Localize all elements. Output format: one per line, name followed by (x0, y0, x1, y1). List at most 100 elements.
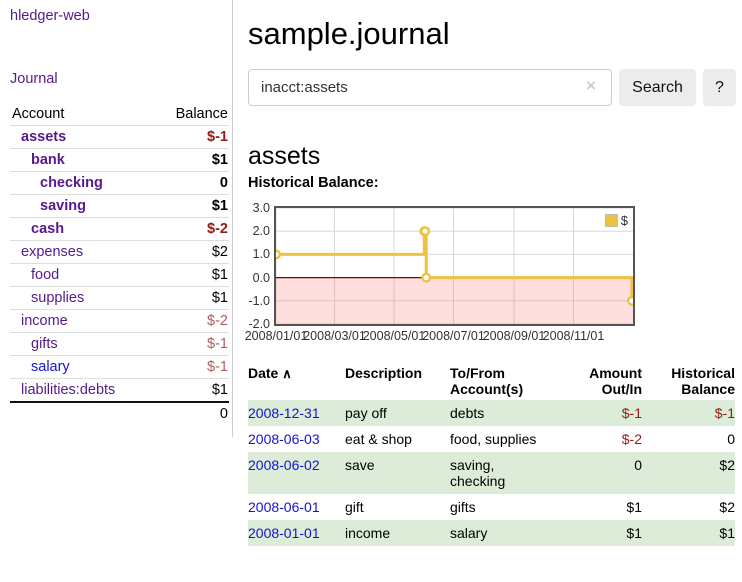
x-axis-tick-label: 2008/03/01 (303, 329, 366, 343)
account-link-cash[interactable]: cash (31, 221, 65, 237)
account-link-assets[interactable]: assets (21, 129, 67, 145)
app-title-link[interactable]: hledger-web (10, 8, 90, 24)
register-header-date[interactable]: Date ∧ (248, 365, 292, 381)
legend-label: $ (620, 213, 628, 228)
y-axis-tick-label: -1.0 (248, 293, 270, 308)
chart-title: Historical Balance: (248, 175, 379, 191)
accounts-header-row: Account Balance (10, 103, 229, 126)
y-axis-tick-label: 0.0 (252, 270, 270, 285)
y-axis-tick-label: 2.0 (252, 224, 270, 239)
search-button[interactable]: Search (619, 69, 696, 106)
transaction-balance: $1 (719, 525, 735, 541)
account-balance: $1 (211, 382, 228, 398)
x-axis-tick-label: 2008/05/01 (362, 329, 426, 343)
account-link-saving[interactable]: saving (40, 198, 86, 214)
account-balance: $1 (153, 263, 229, 287)
transaction-amount: $1 (626, 499, 642, 515)
x-axis-labels: 2008/01/01 2008/03/01 2008/05/01 2008/07/01… (245, 329, 633, 346)
account-balance: $-2 (153, 217, 229, 241)
account-link-liabilities-debts[interactable]: liabilities:debts (21, 382, 116, 398)
account-balance: $-2 (153, 309, 229, 333)
balance-chart: $ (274, 206, 635, 326)
transaction-description: save (345, 457, 375, 473)
y-axis-labels: 3.0 2.0 1.0 0.0 -1.0 -2.0 (238, 202, 270, 330)
transaction-date-link[interactable]: 2008-12-31 (248, 405, 320, 421)
legend-swatch-icon (604, 214, 618, 227)
account-link-bank[interactable]: bank (31, 152, 65, 168)
transaction-amount: $1 (626, 525, 642, 541)
clear-search-icon[interactable]: × (586, 76, 596, 95)
transaction-date-link[interactable]: 2008-06-02 (248, 457, 320, 473)
sort-ascending-icon: ∧ (282, 366, 292, 381)
x-axis-tick-label: 2008/07/01 (422, 329, 485, 343)
account-link-supplies[interactable]: supplies (31, 290, 85, 306)
account-row: income $-2 (10, 309, 229, 333)
transaction-balance: $-1 (714, 405, 735, 421)
accounts-table: Account Balance assets $-1 bank $1 check… (10, 103, 229, 425)
search-form: × Search ? (248, 69, 736, 106)
account-link-expenses[interactable]: expenses (21, 244, 84, 260)
account-row: cash $-2 (10, 217, 229, 241)
sidebar: hledger-web Journal Account Balance asse… (0, 0, 233, 437)
transaction-amount: $-2 (621, 431, 642, 447)
accounts-total-balance: 0 (153, 401, 229, 425)
account-row: assets $-1 (10, 125, 229, 149)
account-row: expenses $2 (10, 240, 229, 264)
register-row: 2008-12-31 pay off debts $-1 $-1 (248, 400, 735, 426)
x-axis-tick-label: 2008/09/01 (482, 329, 546, 343)
account-row: gifts $-1 (10, 332, 229, 356)
transaction-date-link[interactable]: 2008-01-01 (248, 525, 320, 541)
account-row: salary $-1 (10, 355, 229, 379)
transaction-amount: 0 (634, 457, 642, 473)
account-link-checking[interactable]: checking (40, 175, 103, 191)
account-row: food $1 (10, 263, 229, 287)
account-link-food[interactable]: food (31, 267, 60, 283)
transaction-description: pay off (345, 405, 387, 421)
account-balance: 0 (153, 171, 229, 195)
account-balance: $-1 (153, 355, 229, 379)
balance-chart-canvas (276, 208, 633, 324)
register-row: 2008-06-03 eat & shop food, supplies $-2… (248, 426, 735, 452)
transaction-balance: 0 (727, 431, 735, 447)
register-header-row: Date ∧ Description To/From Account(s) Am… (248, 360, 735, 400)
x-axis-tick-label: 2008/11/01 (542, 329, 605, 343)
register-header-description: Description (345, 365, 423, 381)
accounts-header-account: Account (10, 103, 154, 126)
help-button[interactable]: ? (703, 69, 736, 106)
search-input[interactable] (248, 69, 612, 106)
transaction-date-link[interactable]: 2008-06-01 (248, 499, 320, 515)
account-row: bank $1 (10, 148, 229, 172)
account-link-salary[interactable]: salary (31, 359, 70, 375)
account-balance: $-1 (153, 332, 229, 356)
sidebar-item-journal[interactable]: Journal (10, 71, 58, 87)
transaction-balance: $2 (719, 457, 735, 473)
transaction-balance: $2 (719, 499, 735, 515)
chart-legend: $ (604, 213, 628, 228)
page-title: sample.journal (248, 15, 450, 51)
register-header-amount: Amount Out/In (589, 365, 642, 397)
account-row: supplies $1 (10, 286, 229, 310)
account-balance: $1 (153, 194, 229, 218)
transaction-accounts: salary (450, 525, 488, 541)
transaction-accounts: saving, checking (450, 457, 506, 489)
account-link-gifts[interactable]: gifts (31, 336, 58, 352)
account-balance: $1 (153, 286, 229, 310)
account-row: saving $1 (10, 194, 229, 218)
transaction-accounts: debts (450, 405, 485, 421)
register-row: 2008-06-01 gift gifts $1 $2 (248, 494, 735, 520)
account-row: liabilities:debts $1 (10, 379, 229, 403)
account-balance: $-1 (153, 125, 229, 149)
transaction-date-link[interactable]: 2008-06-03 (248, 431, 320, 447)
register-row: 2008-06-02 save saving, checking 0 $2 (248, 452, 735, 494)
transaction-description: eat & shop (345, 431, 412, 447)
y-axis-tick-label: 1.0 (252, 247, 270, 262)
transaction-amount: $-1 (621, 405, 642, 421)
account-link-income[interactable]: income (21, 313, 68, 329)
register-header-balance: Historical Balance (671, 365, 735, 397)
register-header-accounts: To/From Account(s) (450, 365, 524, 397)
account-heading: assets (248, 141, 321, 170)
transaction-description: gift (345, 499, 364, 515)
account-balance: $2 (153, 240, 229, 264)
register-row: 2008-01-01 income salary $1 $1 (248, 520, 735, 546)
y-axis-tick-label: 3.0 (252, 201, 270, 215)
